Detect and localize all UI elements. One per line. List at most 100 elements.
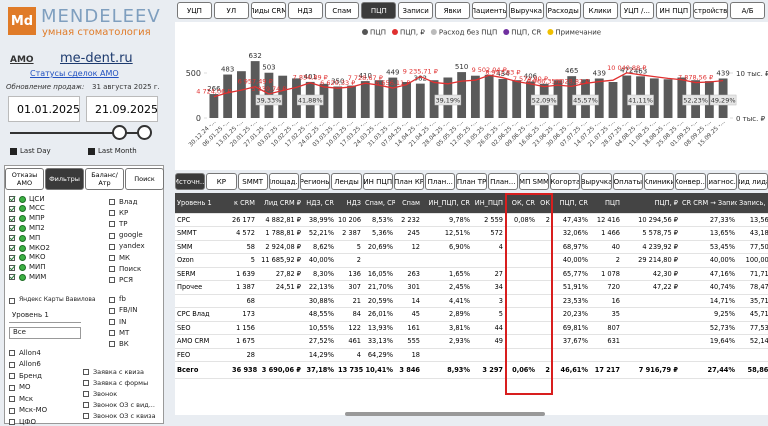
tab[interactable]: План ТР	[456, 173, 487, 190]
checkbox[interactable]	[109, 199, 115, 205]
checkbox[interactable]	[9, 298, 15, 304]
tab[interactable]: Оплаты	[612, 173, 643, 190]
checkbox[interactable]	[83, 402, 89, 408]
tab[interactable]: МП SMM	[518, 173, 550, 190]
slider-handle[interactable]	[137, 125, 152, 140]
tab[interactable]: Конвер...	[675, 173, 706, 190]
status-link[interactable]: Статусы сделок AMO	[30, 69, 119, 78]
column-header[interactable]: ОК	[537, 193, 552, 214]
checkbox[interactable]	[109, 330, 115, 337]
column-header[interactable]: ОК, CR	[505, 193, 537, 214]
amo-label[interactable]: AMO	[10, 55, 34, 65]
column-header[interactable]: CR CRM → Запись	[680, 193, 737, 214]
site-link[interactable]: me-dent.ru	[60, 51, 133, 66]
checkbox[interactable]	[9, 373, 15, 379]
checkbox[interactable]	[9, 419, 15, 425]
column-header[interactable]: НДЗ	[336, 193, 363, 214]
slider-handle[interactable]	[112, 125, 127, 140]
checkbox[interactable]	[109, 277, 115, 284]
checkbox[interactable]	[9, 235, 15, 242]
column-header[interactable]: ПЦП, CR	[552, 193, 590, 214]
tab[interactable]: УЦП	[177, 2, 212, 19]
checkbox[interactable]	[9, 205, 15, 212]
tab[interactable]: ИН ПЦП	[656, 2, 692, 19]
tab[interactable]: Вид лида	[737, 173, 768, 190]
tab[interactable]: Лиды CRM	[250, 2, 286, 19]
tab[interactable]: ПЦП	[361, 2, 397, 19]
date-to[interactable]: 21.09.2025	[86, 96, 158, 122]
column-header[interactable]: Уровень 1	[175, 193, 230, 214]
checkbox[interactable]	[9, 196, 15, 202]
checkbox[interactable]	[109, 255, 115, 261]
column-header[interactable]: ПЦП	[590, 193, 622, 214]
checkbox[interactable]	[109, 307, 115, 314]
checkbox[interactable]	[83, 413, 89, 419]
checkbox[interactable]	[9, 264, 15, 271]
checkbox[interactable]	[109, 210, 115, 217]
checkbox[interactable]	[109, 266, 115, 273]
column-header[interactable]: Запись, CR	[737, 193, 768, 214]
checkbox[interactable]	[9, 225, 15, 232]
filter-tab[interactable]: Баланс/Атр	[85, 168, 124, 190]
tab[interactable]: Регионы	[300, 173, 331, 190]
tab[interactable]: Выручка	[508, 2, 544, 19]
column-header[interactable]: ПЦП, ₽	[622, 193, 680, 214]
checkbox[interactable]	[9, 407, 15, 414]
tab[interactable]: Площад...	[268, 173, 300, 190]
checkbox[interactable]	[88, 148, 95, 155]
tab[interactable]: Спам	[324, 2, 360, 19]
checkbox[interactable]	[9, 245, 15, 251]
checkbox[interactable]	[9, 396, 15, 402]
tab[interactable]: Клики	[582, 2, 618, 19]
filter-tab[interactable]: Фильтры	[45, 168, 84, 190]
tab[interactable]: НДЗ	[287, 2, 323, 19]
tab[interactable]: ИН ПЦП	[362, 173, 393, 190]
tab[interactable]: Записи	[398, 2, 434, 19]
tab[interactable]: Ленды	[331, 173, 362, 190]
tab[interactable]: Диагнос...	[706, 173, 737, 190]
tab[interactable]: SMMT	[237, 173, 268, 190]
column-header[interactable]: Лид CRM ₽	[257, 193, 303, 214]
tab[interactable]: Когорта	[550, 173, 581, 190]
level-value[interactable]: Все	[9, 327, 81, 339]
filter-tab[interactable]: Поиск	[125, 168, 164, 190]
tab[interactable]: Устройства	[693, 2, 729, 19]
tab[interactable]: План КР	[393, 173, 425, 190]
checkbox[interactable]	[9, 350, 15, 356]
checkbox[interactable]	[83, 380, 89, 386]
checkbox[interactable]	[109, 232, 115, 239]
checkbox[interactable]	[83, 369, 89, 375]
column-header[interactable]: ИН_ПЦП, CR	[422, 193, 472, 214]
checkbox[interactable]	[109, 341, 115, 348]
filter-tab[interactable]: Отказы AMO	[5, 168, 44, 190]
tab[interactable]: УЛ	[213, 2, 249, 19]
tab[interactable]: План...	[487, 173, 518, 190]
checkbox[interactable]	[9, 254, 15, 261]
column-header[interactable]: НДЗ, CR	[303, 193, 336, 214]
tab[interactable]: Явки	[435, 2, 470, 19]
tab[interactable]: A/Б	[730, 2, 765, 19]
column-header[interactable]: к CRM	[230, 193, 257, 214]
column-header[interactable]: Спам	[395, 193, 422, 214]
tab[interactable]: Источн...	[175, 173, 206, 190]
level-dropdown[interactable]: Уровень 1	[9, 311, 81, 323]
checkbox[interactable]	[9, 361, 15, 368]
tab[interactable]: Расходы	[545, 2, 581, 19]
checkbox[interactable]	[109, 221, 115, 228]
checkbox[interactable]	[9, 274, 15, 281]
scrollbar[interactable]	[345, 412, 545, 416]
tab[interactable]: Выручка	[581, 173, 612, 190]
column-header[interactable]: Спам, CR	[363, 193, 395, 214]
tab[interactable]: План...	[425, 173, 456, 190]
checkbox[interactable]	[109, 243, 115, 250]
column-header[interactable]: ИН_ПЦП	[472, 193, 505, 214]
tab[interactable]: КР	[206, 173, 237, 190]
tab[interactable]: УЦП /...	[619, 2, 655, 19]
tab[interactable]: Пациенты	[472, 2, 507, 19]
date-from[interactable]: 01.01.2025	[8, 96, 80, 122]
checkbox[interactable]	[109, 296, 115, 303]
checkbox[interactable]	[83, 391, 89, 397]
tab[interactable]: Клиники	[643, 173, 675, 190]
checkbox[interactable]	[9, 384, 15, 391]
checkbox[interactable]	[109, 319, 115, 325]
